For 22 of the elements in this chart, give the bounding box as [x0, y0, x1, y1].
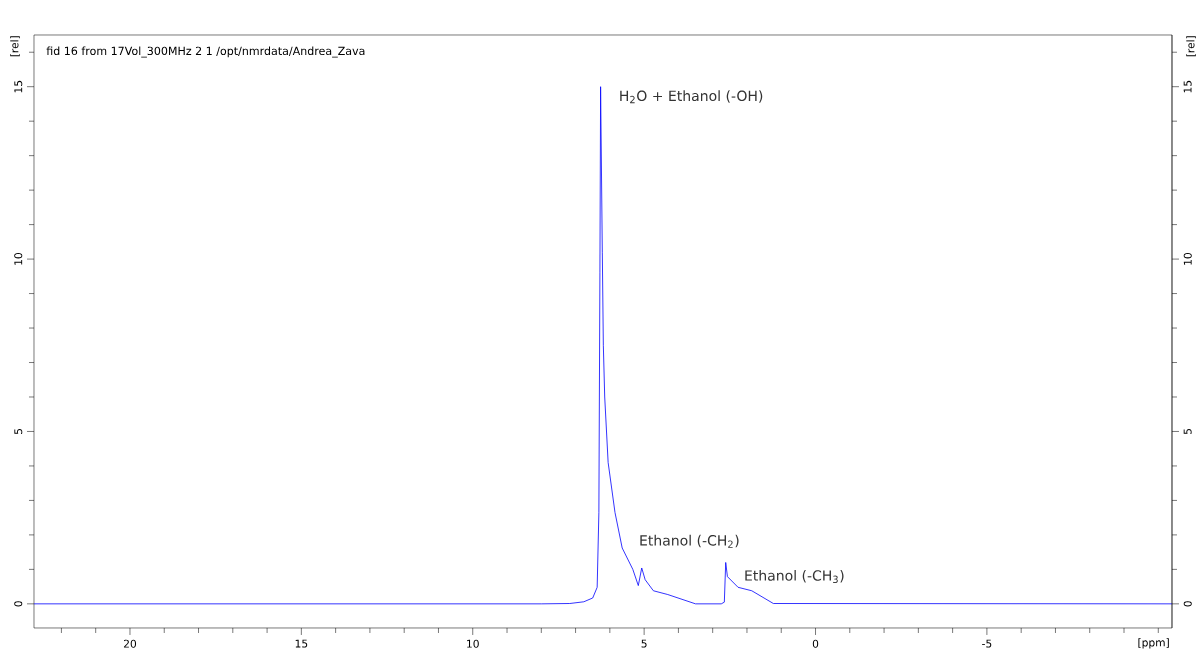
- y2-tick-label: 10: [1183, 253, 1192, 265]
- x-tick-label: 15: [295, 639, 308, 648]
- y2-tick-label: 15: [1183, 80, 1192, 93]
- y-tick-label: 10: [14, 253, 23, 265]
- x-tick-label: -5: [982, 639, 992, 648]
- y-axis-title: [rel]: [10, 36, 20, 57]
- annotation: H$_{2}$O + Ethanol (-OH): [620, 90, 763, 104]
- x-tick-label: 20: [123, 639, 137, 648]
- x-tick-label: 0: [812, 639, 819, 648]
- y-tick-label: 0: [14, 601, 23, 607]
- y-tick-label: 15: [14, 80, 23, 93]
- annotation: Ethanol (-CH$_{2}$): [640, 534, 739, 548]
- line-series: [34, 86, 1172, 605]
- y2-axis-title: [rel]: [1186, 36, 1196, 57]
- x-tick-label: 5: [641, 639, 647, 648]
- y-tick-label: 5: [14, 429, 23, 435]
- y2-tick-label: 0: [1183, 601, 1192, 607]
- text: fid 16 from 17Vol_300MHz 2 1 /opt/nmrdata/Andrea_Zava: [46, 46, 365, 58]
- y2-tick-label: 5: [1183, 429, 1192, 435]
- x-axis-title: [ppm]: [1138, 638, 1169, 649]
- annotation: Ethanol (-CH$_{3}$): [745, 569, 844, 583]
- x-tick-label: 10: [467, 639, 479, 648]
